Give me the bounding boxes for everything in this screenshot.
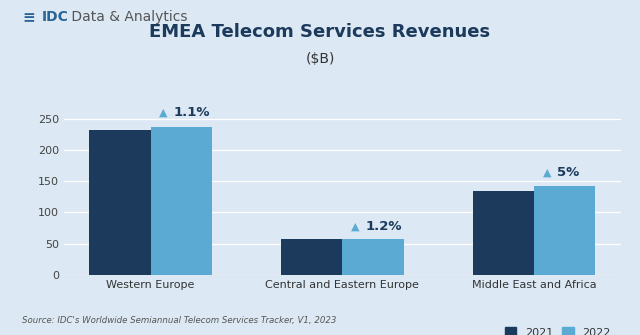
Bar	[150, 127, 212, 275]
Bar	[342, 239, 404, 275]
Text: ≡: ≡	[22, 10, 35, 25]
Text: Source: IDC's Worldwide Semiannual Telecom Services Tracker, V1, 2023: Source: IDC's Worldwide Semiannual Telec…	[22, 316, 337, 325]
Text: IDC: IDC	[42, 10, 68, 24]
Bar	[281, 239, 342, 275]
Text: Data & Analytics: Data & Analytics	[67, 10, 188, 24]
Text: ($B): ($B)	[305, 52, 335, 66]
Text: 1.1%: 1.1%	[173, 107, 210, 120]
Bar	[534, 186, 595, 275]
Bar	[473, 191, 534, 275]
Text: EMEA Telecom Services Revenues: EMEA Telecom Services Revenues	[149, 23, 491, 42]
Text: 5%: 5%	[557, 166, 579, 179]
Text: ▲: ▲	[543, 168, 552, 178]
Text: ▲: ▲	[159, 108, 168, 118]
Text: 1.2%: 1.2%	[365, 220, 402, 233]
Text: ▲: ▲	[351, 221, 360, 231]
Bar	[90, 130, 150, 275]
Legend: 2021, 2022: 2021, 2022	[501, 323, 615, 335]
